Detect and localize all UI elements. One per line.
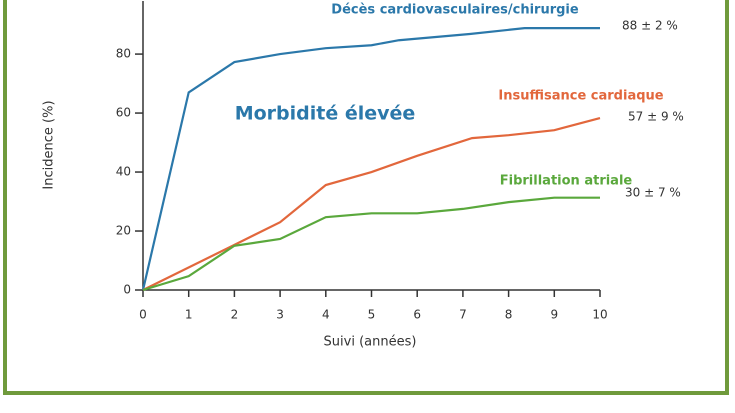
y-tick-label: 80 <box>116 47 131 61</box>
x-tick-label: 1 <box>185 308 193 322</box>
series-line <box>142 196 600 292</box>
series-line <box>142 117 601 291</box>
series-label: Fibrillation atriale <box>500 174 633 189</box>
series-label: Insuffisance cardiaque <box>498 89 663 104</box>
x-tick-label: 5 <box>368 308 376 322</box>
end-label: 30 ± 7 % <box>625 186 681 200</box>
x-tick-label: 3 <box>276 308 284 322</box>
x-tick-label: 2 <box>231 308 239 322</box>
x-tick-label: 6 <box>413 308 421 322</box>
y-tick-label: 0 <box>123 283 131 297</box>
series-label: Décès cardiovasculaires/chirurgie <box>331 3 579 18</box>
end-label: 57 ± 9 % <box>628 110 684 124</box>
x-tick-label: 10 <box>592 308 607 322</box>
frame <box>3 0 729 395</box>
annotation: Morbidité élevée <box>235 103 416 125</box>
y-tick-label: 40 <box>116 165 131 179</box>
x-tick-label: 0 <box>139 308 147 322</box>
x-tick-label: 9 <box>550 308 558 322</box>
x-tick-label: 7 <box>459 308 467 322</box>
y-tick-label: 20 <box>116 224 131 238</box>
x-axis-label: Suivi (années) <box>324 335 417 350</box>
y-tick-label: 60 <box>116 106 131 120</box>
y-axis-label: Incidence (%) <box>42 100 57 189</box>
series-line <box>141 27 600 291</box>
x-tick-label: 4 <box>322 308 330 322</box>
end-label: 88 ± 2 % <box>622 19 678 33</box>
x-tick-label: 8 <box>505 308 513 322</box>
